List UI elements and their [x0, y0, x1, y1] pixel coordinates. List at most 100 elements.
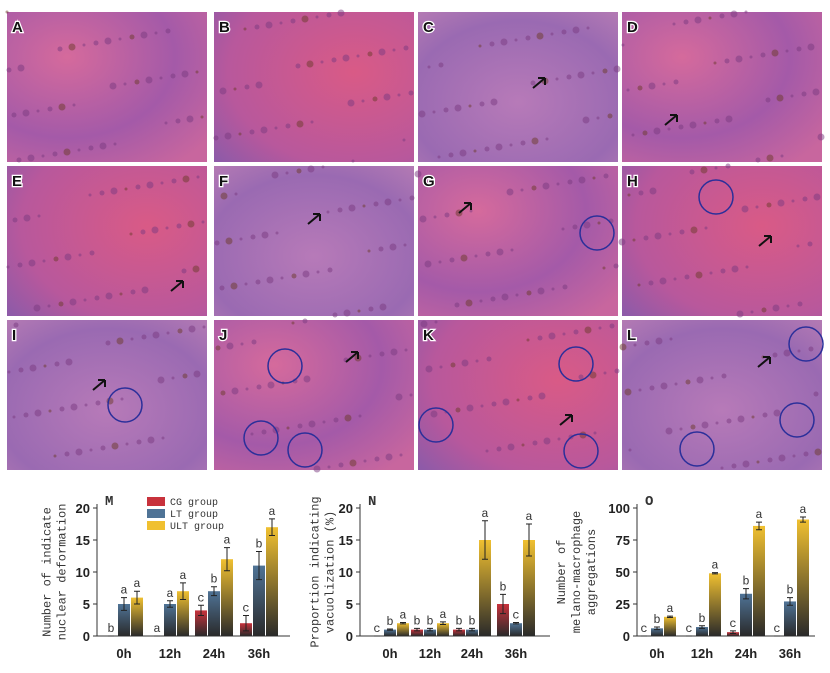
bar	[221, 559, 233, 636]
cell-speck	[709, 271, 713, 275]
cell-speck	[275, 231, 279, 235]
cell-speck	[736, 310, 744, 318]
cell-speck	[669, 337, 673, 341]
cell-speck	[439, 365, 443, 369]
bar	[177, 591, 189, 636]
cell-speck	[583, 221, 591, 229]
bar	[696, 627, 708, 636]
cell-speck	[418, 110, 426, 118]
bar	[797, 519, 809, 636]
cell-speck	[224, 132, 232, 140]
cell-speck	[683, 19, 689, 25]
cell-speck	[104, 37, 112, 45]
cell-speck	[33, 304, 41, 312]
cell-speck	[403, 243, 407, 247]
cell-speck	[368, 306, 374, 312]
cell-speck	[347, 99, 355, 107]
error-bar	[699, 625, 705, 629]
cell-speck	[662, 82, 666, 86]
significance-letter: b	[499, 580, 506, 594]
cell-speck	[408, 90, 414, 96]
cell-speck	[490, 98, 498, 106]
cell-speck	[673, 79, 679, 85]
error-bar	[800, 516, 806, 523]
cell-speck	[379, 303, 387, 311]
significance-letter: a	[525, 510, 532, 524]
cell-speck	[425, 365, 433, 373]
cell-speck	[332, 312, 338, 318]
cell-speck	[261, 429, 267, 435]
cell-speck	[607, 113, 613, 119]
cell-speck	[140, 31, 148, 39]
cell-speck	[673, 277, 677, 281]
cell-speck	[690, 424, 696, 430]
cell-speck	[93, 40, 99, 46]
cell-speck	[783, 349, 791, 357]
cell-speck	[443, 107, 449, 113]
bar	[466, 629, 478, 636]
cell-speck	[409, 393, 413, 397]
cell-speck	[315, 15, 319, 19]
cell-speck	[438, 260, 442, 264]
cell-speck	[484, 146, 490, 152]
y-tick-label: 0	[346, 629, 353, 644]
cell-speck	[27, 154, 35, 162]
cell-speck	[338, 462, 344, 468]
cell-speck	[632, 238, 636, 242]
y-axis-label: Proportion indicating	[309, 496, 323, 647]
cell-speck	[791, 199, 795, 203]
bar	[131, 597, 143, 636]
cell-speck	[78, 253, 82, 257]
cell-speck	[613, 263, 619, 269]
cell-speck	[303, 375, 311, 383]
cell-speck	[592, 176, 596, 180]
arrow	[170, 280, 184, 292]
panel-label: I	[12, 327, 16, 344]
cell-speck	[306, 60, 314, 68]
cell-speck	[12, 415, 16, 419]
cell-speck	[525, 35, 531, 41]
cell-speck	[755, 157, 761, 163]
cell-speck	[69, 298, 77, 306]
cell-speck	[667, 127, 671, 131]
cell-speck	[526, 338, 530, 342]
marker-circle	[698, 179, 734, 215]
cell-speck	[618, 238, 626, 246]
cell-speck	[326, 12, 332, 18]
cell-speck	[609, 323, 615, 329]
cell-speck	[714, 118, 720, 124]
y-tick-label: 10	[339, 565, 353, 580]
cell-speck	[777, 199, 785, 207]
bar	[118, 604, 130, 636]
significance-letter: a	[481, 507, 488, 521]
cell-speck	[501, 293, 509, 301]
cell-speck	[120, 397, 124, 401]
cell-speck	[271, 171, 279, 179]
cell-speck	[141, 334, 147, 340]
cell-speck	[726, 418, 732, 424]
cell-speck	[266, 276, 274, 284]
cell-speck	[379, 351, 385, 357]
marker-circle	[679, 431, 715, 467]
significance-letter: a	[755, 508, 762, 522]
error-bar	[427, 627, 433, 632]
cell-speck	[761, 307, 767, 313]
cell-speck	[34, 409, 42, 417]
cell-speck	[75, 448, 83, 456]
cell-speck	[659, 277, 667, 285]
error-bar	[440, 621, 446, 625]
cell-speck	[368, 354, 372, 358]
bar	[411, 629, 423, 636]
cell-speck	[337, 9, 345, 17]
cell-speck	[765, 97, 771, 103]
arrow	[345, 351, 359, 363]
cell-speck	[745, 265, 749, 269]
cell-speck	[378, 246, 384, 252]
cell-speck	[460, 254, 468, 262]
cell-speck	[265, 21, 273, 29]
cell-speck	[100, 445, 106, 451]
x-tick-label: 12h	[691, 646, 713, 661]
cell-speck	[64, 451, 70, 457]
cell-speck	[480, 404, 484, 408]
error-bar	[134, 590, 140, 605]
